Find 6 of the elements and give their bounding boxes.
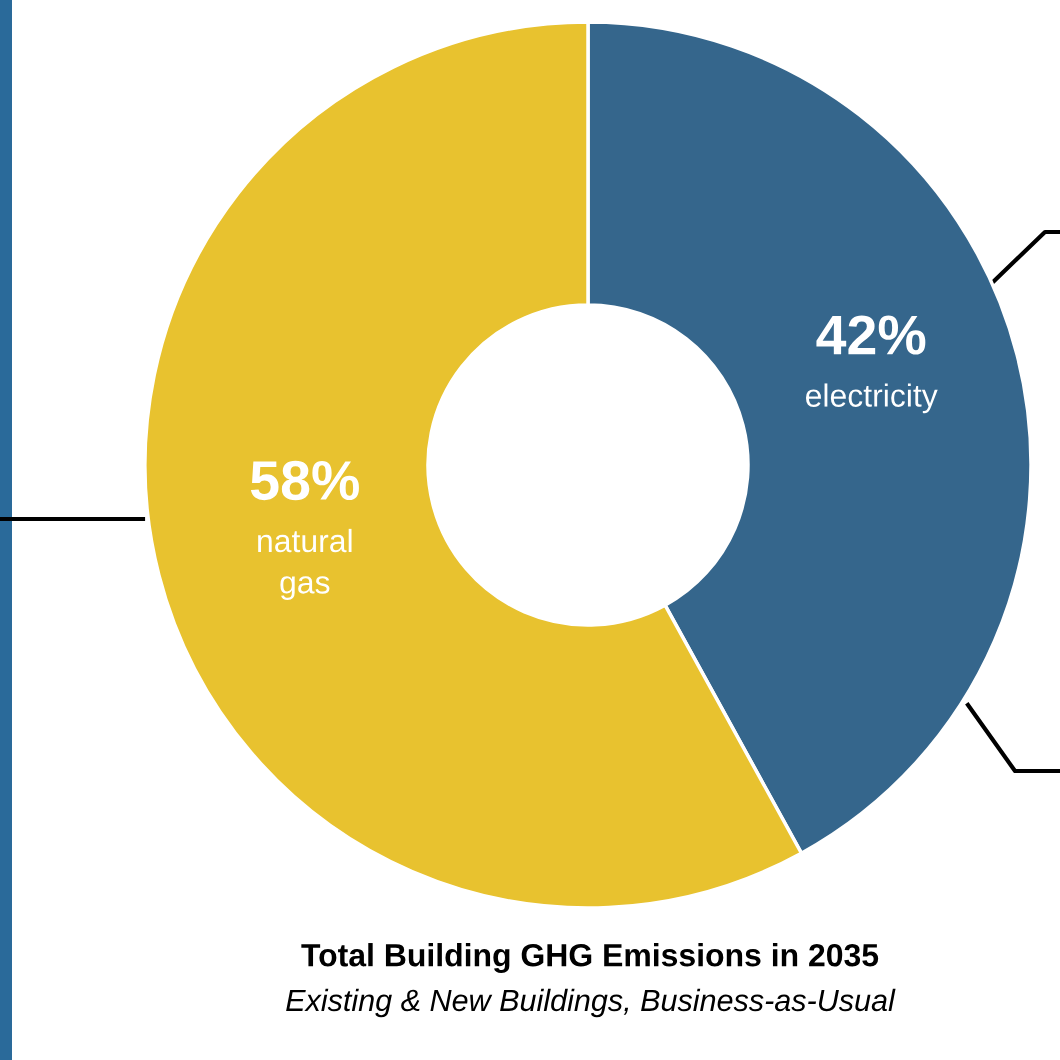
slice-label: electricity <box>805 383 938 414</box>
text: Total Building GHG Emissions in 2035 <box>301 943 879 973</box>
text: Existing & New Buildings, Business-as-Usual <box>286 988 896 1018</box>
slice-label: natural gas <box>258 528 352 600</box>
data-label: 58% <box>250 460 359 501</box>
data-label: 42% <box>816 315 926 355</box>
